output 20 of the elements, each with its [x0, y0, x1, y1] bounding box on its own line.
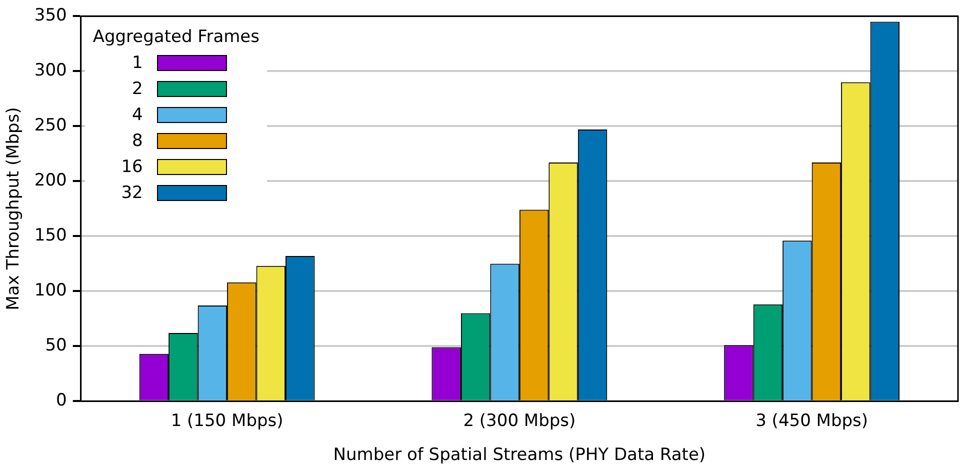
legend-label: 32: [120, 182, 143, 206]
y-tick-label: 250: [34, 116, 67, 136]
x-tick-label: 1 (150 Mbps): [170, 410, 284, 431]
legend-label: 1: [131, 52, 143, 76]
x-tick-label: 2 (300 Mbps): [463, 410, 576, 431]
y-tick-label: 100: [34, 280, 67, 301]
y-tick-label: 300: [34, 60, 67, 81]
legend-label: 4: [131, 104, 143, 128]
y-axis-title: Max Throughput (Mbps): [4, 107, 24, 310]
y-tick-label: 200: [34, 170, 67, 191]
y-tick-label: 150: [34, 226, 67, 246]
y-tick-label: 50: [45, 336, 67, 356]
x-tick-label: 3 (450 Mbps): [756, 410, 868, 431]
x-axis-title: Number of Spatial Streams (PHY Data Rate): [333, 445, 706, 466]
y-tick-label: 350: [34, 6, 67, 26]
y-tick-label: 0: [56, 390, 67, 411]
legend-label: 16: [120, 156, 143, 180]
legend-label: 2: [131, 78, 143, 102]
legend-title: Aggregated Frames: [92, 26, 260, 50]
legend-label: 8: [131, 130, 143, 154]
